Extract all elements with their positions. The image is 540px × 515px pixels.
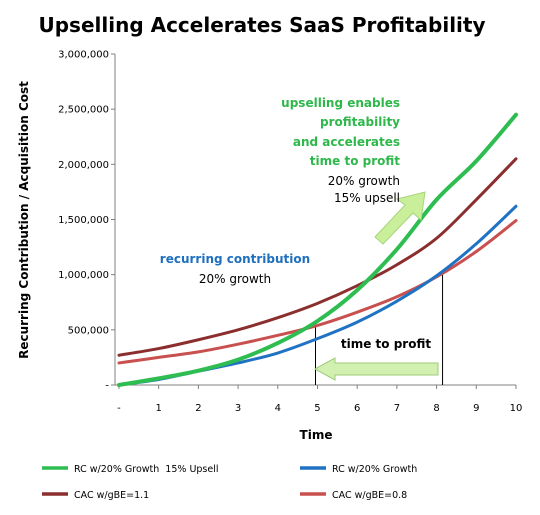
upsell-annotation-line-4: time to profit [310, 154, 400, 168]
series-line-2 [117, 157, 518, 357]
series-layer [116, 112, 518, 387]
legend-label-0: RC w/20% Growth 15% Upsell [74, 464, 219, 475]
recurring-annotation-title: recurring contribution [160, 252, 310, 266]
x-tick-label: 10 [510, 403, 523, 414]
axes-layer: - 500,000 1,000,000 1,500,000 2,000,000 2,500… [58, 50, 522, 415]
x-tick-label: - [117, 403, 121, 414]
legend-label-1: RC w/20% Growth [332, 464, 417, 475]
y-tick-label: 3,000,000 [58, 50, 109, 61]
x-tick-label: 9 [473, 403, 479, 414]
y-tick-label: 500,000 [68, 325, 109, 336]
marker-layer [315, 273, 444, 385]
x-tick-label: 7 [394, 403, 400, 414]
y-tick-label: 2,500,000 [58, 105, 109, 116]
time-to-profit-label: time to profit [341, 337, 431, 351]
x-tick-label: 8 [433, 403, 439, 414]
recurring-annotation-sub: 20% growth [199, 272, 271, 286]
x-tick-label: 5 [314, 403, 320, 414]
upsell-annotation-line-1: upselling enables [281, 96, 400, 110]
legend: RC w/20% Growth 15% Upsell RC w/20% Grow… [42, 464, 417, 501]
x-tick-label: 1 [155, 403, 161, 414]
upsell-annotation-sub-1: 20% growth [328, 174, 400, 188]
chart-title: Upselling Accelerates SaaS Profitability [38, 13, 485, 37]
series-line-1 [117, 204, 518, 387]
left-arrow-icon [313, 357, 439, 381]
y-tick-label: 1,500,000 [58, 215, 109, 226]
y-tick-label: 1,000,000 [58, 270, 109, 281]
upsell-arrow-icon [374, 191, 426, 245]
x-tick-label: 2 [195, 403, 201, 414]
x-tick-label: 4 [275, 403, 281, 414]
upsell-annotation-sub-2: 15% upsell [334, 191, 400, 205]
y-axis-title: Recurring Contribution / Acquisition Cos… [17, 81, 31, 359]
y-tick-label: 2,000,000 [58, 160, 109, 171]
legend-label-3: CAC w/gBE=0.8 [332, 490, 407, 501]
series-line-3 [117, 219, 518, 365]
x-axis-title: Time [300, 428, 333, 442]
upsell-annotation-line-3: and accelerates [293, 135, 400, 149]
x-tick-label: 3 [235, 403, 241, 414]
y-axis-title-group: Recurring Contribution / Acquisition Cos… [17, 81, 31, 359]
y-tick-label: - [105, 381, 109, 392]
series-line-0 [116, 112, 518, 387]
x-tick-label: 6 [354, 403, 360, 414]
upsell-annotation-line-2: profitability [320, 115, 400, 129]
legend-label-2: CAC w/gBE=1.1 [74, 490, 149, 501]
